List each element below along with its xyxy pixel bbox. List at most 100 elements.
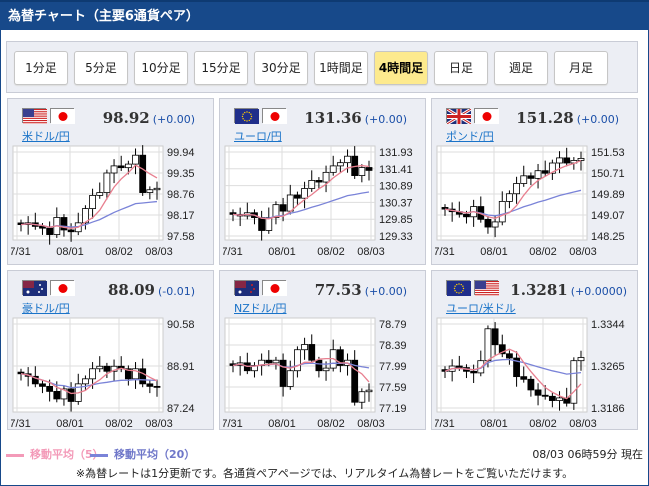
candle	[484, 218, 492, 228]
y-tick-label: 129.33	[379, 231, 413, 243]
y-tick-label: 98.76	[167, 189, 195, 201]
candle	[351, 359, 359, 403]
rate-value: 88.09	[107, 281, 155, 299]
candle	[146, 383, 154, 387]
currency-panel: 1.3281 (+0.0000) ユーロ/米ドル 1.3344 1.3265 1.3186…	[431, 270, 638, 430]
legend-ma20-label: 移動平均（20）	[114, 448, 196, 461]
tab-2[interactable]: 10分足	[134, 51, 188, 85]
legend-ma5-swatch	[6, 453, 24, 457]
candle	[301, 344, 308, 351]
candle	[124, 163, 132, 169]
x-tick-label: 08/03	[569, 418, 597, 430]
y-tick-label: 77.59	[379, 382, 407, 394]
candle	[286, 370, 294, 387]
candle	[506, 353, 513, 359]
y-tick-label: 150.71	[591, 168, 625, 180]
x-tick-label: 07/31	[435, 246, 455, 258]
timeframe-tabs: 1分足 5分足 10分足 15分足 30分足 1時間足 4時間足 日足 週足 月足	[6, 41, 638, 93]
jp-flag-icon	[50, 108, 75, 124]
candle	[455, 365, 463, 368]
candle	[39, 225, 46, 229]
y-tick-label: 151.53	[591, 147, 625, 159]
candle	[294, 349, 301, 372]
candle	[286, 194, 294, 212]
candle	[89, 368, 96, 380]
pair-link[interactable]: ポンド/円	[446, 130, 494, 143]
candle	[272, 204, 280, 218]
pair-link[interactable]: 米ドル/円	[22, 130, 70, 143]
timestamp: 08/03 06時59分 現在	[532, 448, 643, 461]
tab-8[interactable]: 週足	[494, 51, 548, 85]
candle	[117, 165, 125, 169]
tab-6[interactable]: 4時間足	[374, 51, 428, 85]
candle	[146, 189, 154, 193]
candle	[498, 201, 506, 223]
jp-flag-icon	[474, 108, 499, 124]
x-tick-label: 07/31	[11, 418, 31, 430]
y-tick-label: 148.25	[591, 231, 625, 243]
candle	[498, 344, 506, 355]
rate: 98.92 (+0.00)	[103, 109, 195, 127]
ma5-line	[444, 159, 582, 220]
rate: 77.53 (+0.00)	[315, 281, 407, 299]
rate: 1.3281 (+0.0000)	[510, 281, 627, 299]
y-tick-label: 1.3265	[591, 361, 625, 373]
tab-9[interactable]: 月足	[554, 51, 608, 85]
currency-panel: 131.36 (+0.00) ユーロ/円 131.93 131.41 130.89 130.…	[219, 98, 426, 265]
us-flag-icon	[474, 280, 499, 296]
tab-7[interactable]: 日足	[434, 51, 488, 85]
candle	[279, 204, 287, 212]
candle	[67, 388, 75, 402]
tab-4[interactable]: 30分足	[254, 51, 308, 85]
candle	[470, 370, 478, 374]
price-chart: 99.94 99.35 98.76 98.17 97.58 07/31 08/01 08/02…	[11, 145, 195, 258]
rate: 151.28 (+0.00)	[516, 109, 619, 127]
candle	[534, 170, 542, 179]
tab-0[interactable]: 1分足	[14, 51, 68, 85]
candle	[329, 165, 337, 173]
pair-link[interactable]: NZドル/円	[234, 302, 287, 315]
page-title: 為替チャート（主要6通貨ペア）	[0, 0, 649, 30]
price-chart: 90.58 88.91 87.24 07/31 08/01 08/02 08/03	[11, 317, 195, 430]
candle	[46, 227, 54, 235]
jp-flag-icon	[50, 280, 75, 296]
candle	[315, 180, 323, 183]
eu-flag-icon	[446, 280, 471, 296]
uk-flag-icon	[446, 107, 472, 126]
au-flag-icon	[22, 280, 47, 296]
x-tick-label: 07/31	[11, 246, 31, 258]
candle	[258, 217, 266, 231]
candle	[89, 195, 96, 209]
candle	[336, 349, 344, 366]
candle	[60, 388, 68, 400]
rate-change: (+0.0000)	[570, 285, 627, 298]
x-tick-label: 08/03	[357, 418, 385, 430]
candle	[96, 192, 104, 196]
candle	[336, 162, 344, 167]
y-tick-label: 87.24	[167, 403, 195, 415]
ma5-line	[444, 348, 582, 400]
candle	[103, 172, 111, 193]
candle	[96, 365, 104, 370]
pair-link[interactable]: ユーロ/円	[234, 130, 282, 143]
us-flag-icon	[22, 108, 47, 124]
candle	[265, 359, 273, 364]
y-tick-label: 99.94	[167, 147, 195, 159]
legend-ma20: 移動平均（20）	[90, 446, 195, 462]
y-tick-label: 78.79	[379, 319, 407, 331]
y-tick-label: 97.58	[167, 231, 195, 243]
tab-3[interactable]: 15分足	[194, 51, 248, 85]
candle	[39, 383, 46, 387]
candle	[60, 217, 68, 231]
tab-5[interactable]: 1時間足	[314, 51, 368, 85]
x-tick-label: 07/31	[435, 418, 455, 430]
tab-1[interactable]: 5分足	[74, 51, 128, 85]
x-tick-label: 08/02	[105, 246, 133, 258]
y-tick-label: 99.35	[167, 168, 195, 180]
candle	[556, 157, 563, 164]
candle	[272, 359, 280, 364]
pair-link[interactable]: 豪ドル/円	[22, 302, 70, 315]
candle	[365, 389, 373, 393]
pair-link[interactable]: ユーロ/米ドル	[446, 302, 516, 315]
candle	[153, 385, 161, 388]
